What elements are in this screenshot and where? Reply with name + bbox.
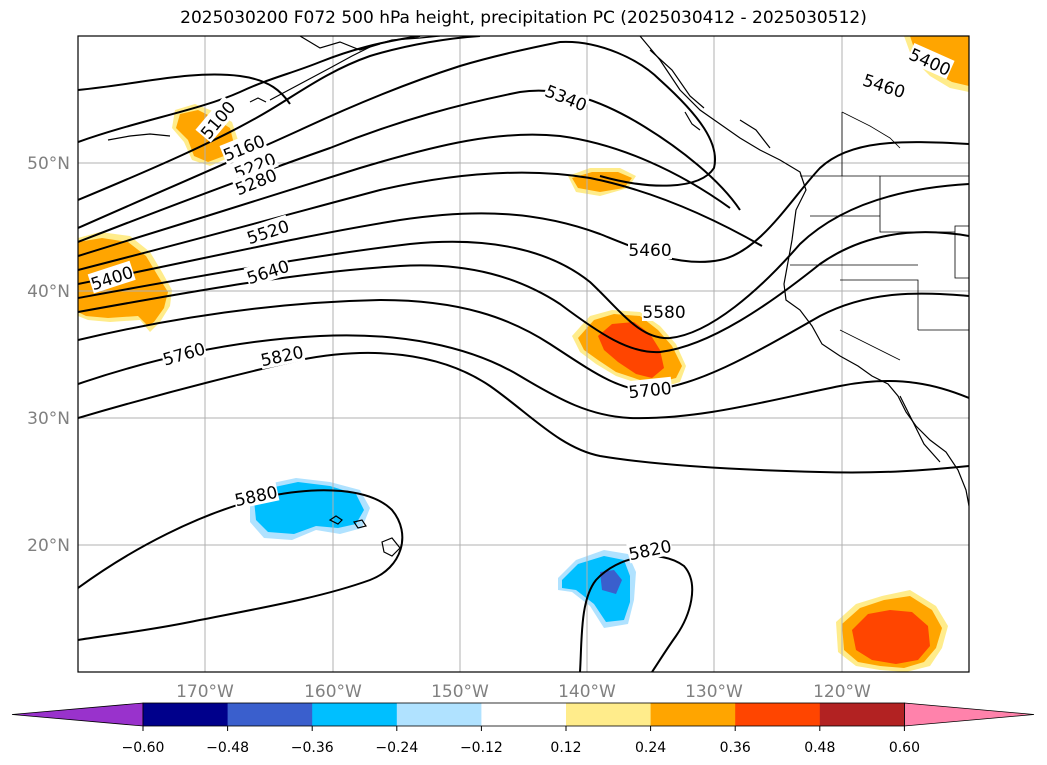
colorbar-tick-label: 0.60 (889, 740, 920, 756)
contour-5580 (78, 183, 969, 340)
colorbar-tick-label: 0.12 (550, 740, 581, 756)
map-frame (77, 35, 970, 673)
colorbar-tick-label: −0.36 (291, 740, 334, 756)
contour-label-5460-central: 5460 (628, 241, 671, 261)
colorbar-segment (481, 703, 567, 726)
colorbar-segments (11, 702, 1035, 727)
map-area: 5100 5160 5220 5280 5520 5640 5760 5820 … (78, 36, 969, 672)
colorbar-tick-label: 0.48 (804, 740, 835, 756)
colorbar-segment (143, 703, 229, 726)
contour-5220 (78, 36, 481, 201)
contour-5400 (78, 133, 731, 257)
contour-5520 (78, 141, 969, 285)
colorbar-extend-min (11, 702, 144, 727)
colorbar-segment (735, 703, 821, 726)
contour-5700 (78, 292, 969, 392)
colorbar-tick-label: −0.24 (375, 740, 418, 756)
colorbar-tick-label: −0.12 (460, 740, 503, 756)
colorbar-segment (396, 703, 482, 726)
contour-5340 (78, 89, 741, 243)
colorbar-tick-label: −0.60 (122, 740, 165, 756)
colorbar-segment (819, 703, 905, 726)
colorbar-ticks: −0.60 −0.48 −0.36 −0.24 −0.12 0.12 0.24 0.36 0.4… (122, 726, 920, 756)
height-contours (78, 36, 969, 672)
lon-label-140w: 140°W (558, 682, 616, 702)
contour-5160 (78, 36, 421, 143)
lon-label-130w: 130°W (685, 682, 743, 702)
contour-5640 (78, 231, 969, 354)
precip-shading (78, 36, 969, 672)
colorbar-outline (142, 702, 905, 727)
coastlines (107, 36, 969, 557)
lon-label-160w: 160°W (304, 682, 362, 702)
longitude-labels: 170°W 160°W 150°W 140°W 130°W 120°W (176, 682, 871, 702)
colorbar-tick-label: 0.36 (720, 740, 751, 756)
contour-5880 (78, 489, 404, 641)
lat-label-50n: 50°N (27, 154, 70, 174)
colorbar-tick-label: 0.24 (635, 740, 666, 756)
lon-label-150w: 150°W (431, 682, 489, 702)
colorbar-segment (227, 703, 313, 726)
contour-5820-south (579, 555, 694, 672)
lat-label-30n: 30°N (27, 409, 70, 429)
colorbar-extend-max (904, 702, 1035, 727)
lat-label-20n: 20°N (27, 536, 70, 556)
colorbar-segment (650, 703, 736, 726)
contour-label-5700: 5700 (628, 379, 673, 403)
lon-label-170w: 170°W (176, 682, 234, 702)
contour-5760 (78, 334, 969, 420)
colorbar-segment (566, 703, 652, 726)
contour-5820 (78, 351, 969, 474)
colorbar-tick-label: −0.48 (206, 740, 249, 756)
contour-label-5580: 5580 (642, 303, 685, 323)
lat-label-40n: 40°N (27, 282, 70, 302)
lon-label-120w: 120°W (813, 682, 871, 702)
colorbar-segment (312, 703, 398, 726)
contour-5460 (78, 171, 763, 271)
contour-5100 (78, 73, 291, 105)
map-title: 2025030200 F072 500 hPa height, precipit… (180, 8, 867, 28)
colorbar: −0.60 −0.48 −0.36 −0.24 −0.12 0.12 0.24 0.36 0.4… (11, 702, 1035, 756)
latitude-labels: 50°N 40°N 30°N 20°N (27, 154, 70, 556)
